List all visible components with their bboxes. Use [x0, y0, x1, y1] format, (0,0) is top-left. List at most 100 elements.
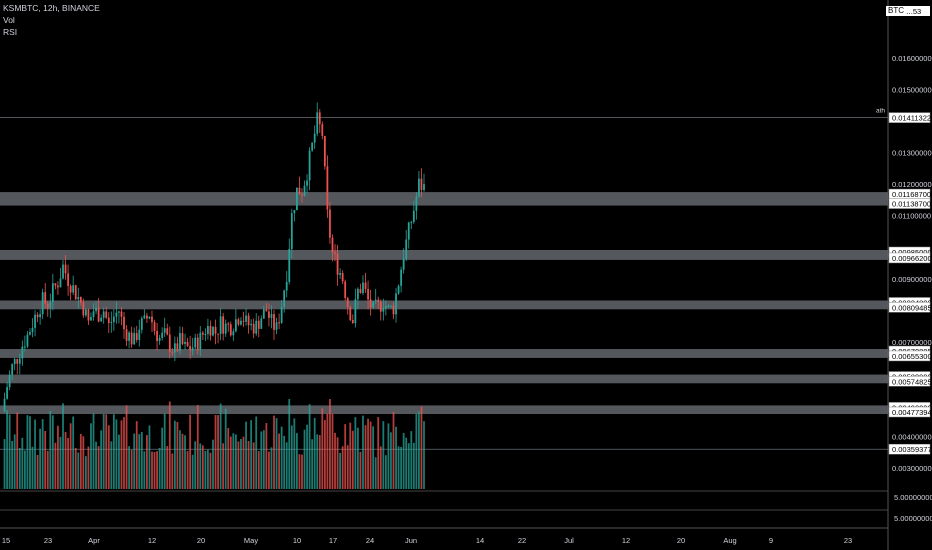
volume-bar: [115, 419, 118, 489]
volume-bar: [18, 447, 21, 489]
candle-body: [148, 316, 151, 319]
volume-bar: [97, 446, 100, 489]
legend-vol[interactable]: Vol: [3, 15, 15, 25]
volume-bar: [407, 443, 410, 489]
volume-bar: [362, 415, 364, 489]
candle-body: [105, 311, 108, 318]
candle-body: [97, 307, 100, 322]
candle-body: [323, 135, 326, 167]
volume-bar: [100, 430, 103, 489]
candle-body: [67, 273, 69, 286]
volume-bar: [237, 441, 240, 489]
time-tick-label: 14: [476, 536, 484, 545]
support-resistance-zone[interactable]: [0, 300, 888, 310]
level-price-label: 0.00574825: [892, 377, 932, 386]
volume-bar: [219, 403, 222, 489]
candle-body: [102, 311, 105, 318]
volume-bar: [232, 433, 235, 489]
candle-body: [6, 387, 8, 399]
level-price-label: 0.00966200: [892, 254, 932, 263]
candle-body: [146, 315, 148, 319]
volume-bar: [102, 413, 105, 489]
candle-body: [125, 329, 128, 341]
level-price-box[interactable]: [888, 350, 931, 362]
volume-bar: [336, 437, 339, 489]
time-tick-label: May: [244, 536, 258, 545]
candle-body: [364, 282, 367, 289]
candle-body: [362, 282, 364, 294]
candle-body: [212, 326, 214, 336]
candle-body: [92, 311, 95, 318]
volume-bar: [384, 455, 387, 489]
support-resistance-zone[interactable]: [0, 374, 888, 384]
support-resistance-zone[interactable]: [0, 349, 888, 358]
candle-body: [51, 283, 54, 303]
candle-body: [308, 150, 311, 181]
level-price-box[interactable]: [888, 198, 931, 209]
level-price-box[interactable]: [888, 443, 931, 455]
level-price-box[interactable]: [888, 252, 931, 264]
support-resistance-zone[interactable]: [0, 250, 888, 260]
volume-bar: [306, 424, 308, 489]
volume-bar: [275, 418, 278, 489]
candle-body: [207, 326, 209, 335]
volume-bar: [382, 421, 385, 489]
candle-body: [321, 124, 324, 136]
volume-bar: [410, 431, 413, 489]
time-tick-label: 20: [677, 536, 685, 545]
legend-rsi[interactable]: RSI: [3, 27, 18, 37]
volume-bar: [21, 437, 24, 489]
support-resistance-zone[interactable]: [0, 192, 888, 206]
candle-body: [407, 222, 410, 240]
volume-bar: [245, 421, 247, 489]
indicator-scale-label: 5.00000000: [894, 514, 932, 523]
candle-body: [329, 209, 331, 238]
volume-bar: [92, 413, 95, 489]
volume-bar: [29, 416, 31, 489]
candle-body: [377, 299, 380, 302]
time-tick-label: 24: [366, 536, 374, 545]
volume-bar: [112, 414, 115, 489]
time-tick-label: 10: [293, 536, 301, 545]
level-price-box[interactable]: [888, 112, 931, 123]
volume-bar: [387, 423, 390, 489]
volume-bar: [31, 446, 34, 489]
volume-bar: [260, 431, 263, 489]
top-price-label: 0.01...53: [892, 7, 921, 16]
volume-bar: [67, 438, 69, 489]
time-tick-label: 12: [622, 536, 630, 545]
candle-body: [341, 273, 344, 282]
volume-bar: [369, 421, 372, 489]
volume-bar: [301, 454, 303, 489]
level-price-box[interactable]: [888, 302, 931, 313]
volume-bar: [130, 449, 133, 489]
volume-bar: [118, 434, 120, 489]
candle-body: [232, 331, 235, 336]
volume-bar: [163, 413, 166, 489]
level-price-box[interactable]: [888, 376, 931, 387]
support-resistance-zone[interactable]: [0, 405, 888, 415]
volume-bar: [143, 451, 146, 489]
candle-body: [242, 320, 245, 322]
volume-bar: [64, 431, 67, 489]
candle-body: [280, 306, 283, 323]
candle-body: [382, 308, 385, 312]
candle-body: [217, 333, 219, 335]
price-tick-label: 0.00400000: [892, 432, 932, 441]
volume-bar: [313, 417, 316, 489]
candle-body: [296, 187, 298, 211]
candle-body: [229, 324, 232, 336]
level-price-box[interactable]: [888, 406, 931, 418]
candle-body: [115, 312, 118, 317]
candle-body: [270, 314, 273, 318]
price-tick-label: 0.01300000: [892, 149, 932, 158]
candle-body: [285, 281, 288, 291]
candle-body: [303, 185, 306, 196]
volume-bar: [105, 414, 108, 489]
volume-bar: [392, 411, 395, 489]
volume-bar: [296, 433, 298, 489]
candle-body: [222, 316, 225, 334]
candle-body: [234, 319, 237, 332]
candle-body: [57, 285, 59, 288]
